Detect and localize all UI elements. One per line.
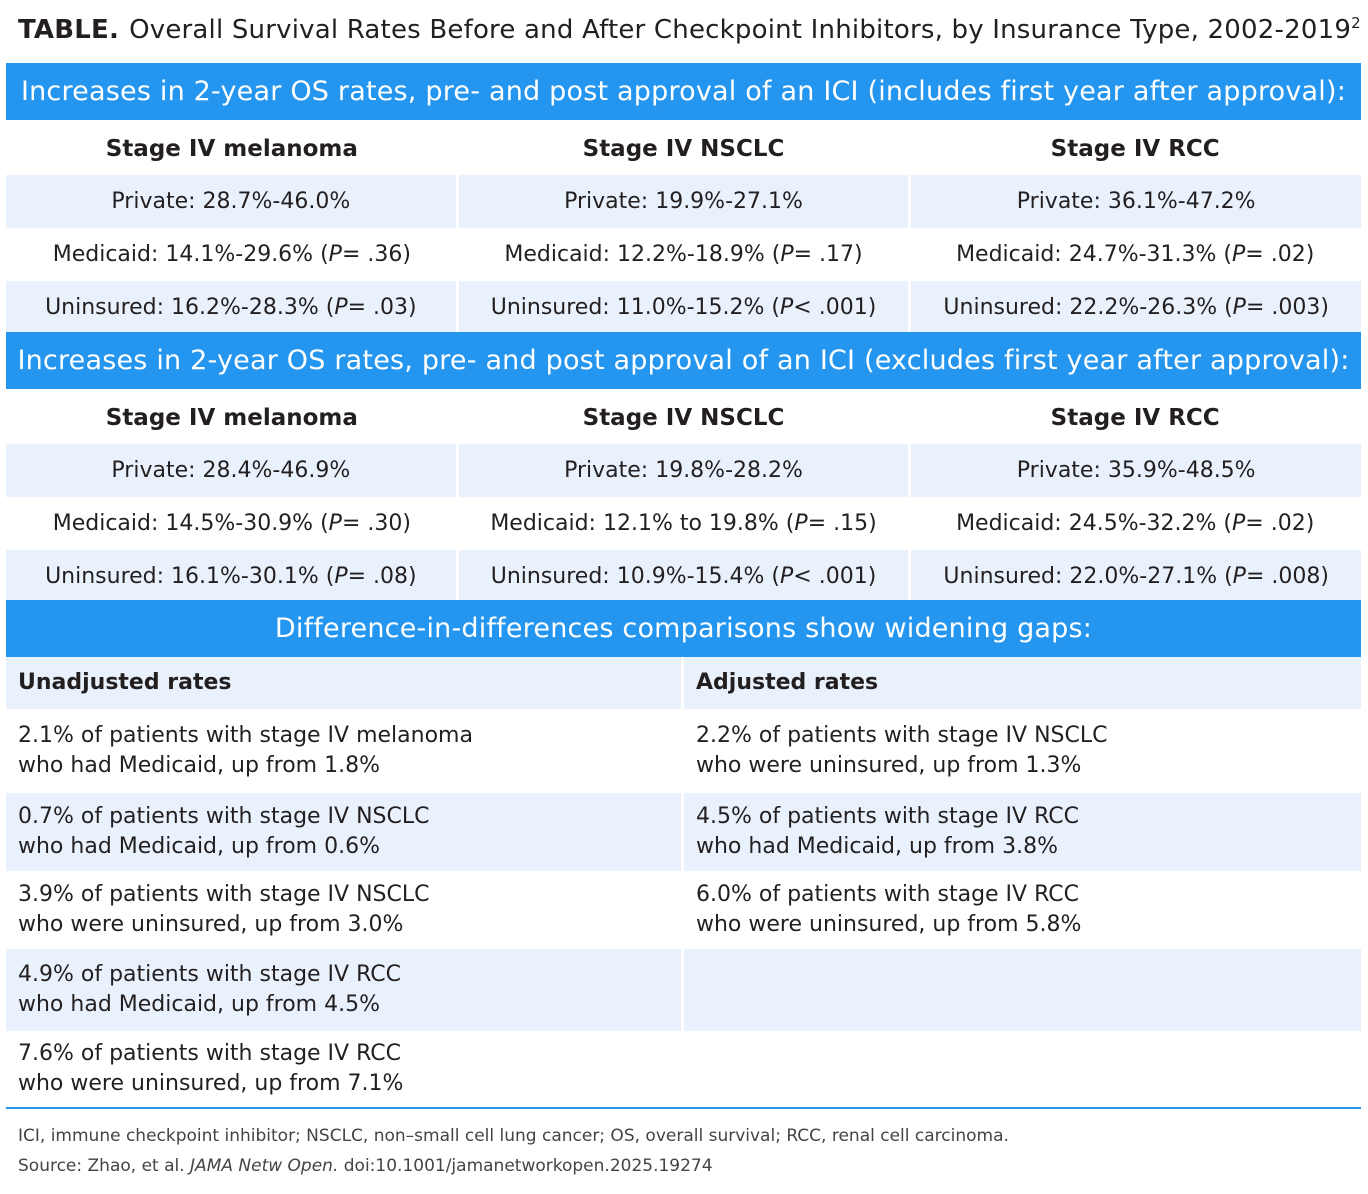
table-cell: Private: 28.4%-46.9% <box>6 444 456 497</box>
cell-line: 2.1% of patients with stage IV melanoma <box>18 723 473 748</box>
footnote-abbreviations: ICI, immune checkpoint inhibitor; NSCLC,… <box>18 1126 1009 1146</box>
table-cell: 4.5% of patients with stage IV RCC who ha… <box>681 793 1361 871</box>
table-cell: Private: 19.8%-28.2% <box>455 444 909 497</box>
cell-line: 6.0% of patients with stage IV RCC <box>696 882 1080 907</box>
cell-line: 3.9% of patients with stage IV NSCLC <box>18 882 430 907</box>
column-header-adjusted: Adjusted rates <box>681 657 1361 709</box>
source-prefix: Source: Zhao, et al. <box>18 1156 185 1176</box>
table-title: TABLE. Overall Survival Rates Before and … <box>18 14 1361 45</box>
cell-line: who had Medicaid, up from 3.8% <box>696 834 1058 859</box>
table-cell: 4.9% of patients with stage IV RCC who ha… <box>6 949 681 1031</box>
table-cell: Private: 28.7%-46.0% <box>6 175 456 228</box>
cell-line: who were uninsured, up from 7.1% <box>18 1071 404 1096</box>
table-cell: Medicaid: 14.5%-30.9% (P = .30) <box>52 511 411 536</box>
table-cell: Medicaid: 12.2%-18.9% (P = .17) <box>504 242 863 267</box>
table-cell: 3.9% of patients with stage IV NSCLC who … <box>6 871 681 949</box>
bottom-divider <box>6 1107 1361 1109</box>
table-cell: Uninsured: 22.2%-26.3% (P = .003) <box>908 281 1362 334</box>
cell-line: who had Medicaid, up from 4.5% <box>18 992 380 1017</box>
table-cell: Medicaid: 14.1%-29.6% (P = .36) <box>52 242 411 267</box>
table-label: TABLE. <box>18 15 120 45</box>
section1-column-headers: Stage IV melanoma Stage IV NSCLC Stage I… <box>6 122 1361 175</box>
table-cell: 2.1% of patients with stage IV melanoma w… <box>6 709 681 793</box>
table-row: Uninsured: 16.2%-28.3% (P = .03) Uninsur… <box>6 281 1362 334</box>
table-cell: Medicaid: 24.7%-31.3% (P = .02) <box>956 242 1315 267</box>
cell-line: who had Medicaid, up from 1.8% <box>18 753 380 778</box>
section2-column-headers: Stage IV melanoma Stage IV NSCLC Stage I… <box>6 391 1361 444</box>
table-cell: Private: 19.9%-27.1% <box>455 175 909 228</box>
table-cell-empty <box>681 1031 1361 1107</box>
column-header-nsclc: Stage IV NSCLC <box>582 404 785 431</box>
table-cell: 7.6% of patients with stage IV RCC who we… <box>6 1031 681 1107</box>
table-row: 3.9% of patients with stage IV NSCLC who … <box>6 871 1361 949</box>
table-title-text: Overall Survival Rates Before and After … <box>129 15 1352 45</box>
cell-line: who were uninsured, up from 5.8% <box>696 912 1082 937</box>
cell-line: who were uninsured, up from 1.3% <box>696 753 1082 778</box>
cell-line: 4.9% of patients with stage IV RCC <box>18 962 402 987</box>
column-header-melanoma: Stage IV melanoma <box>105 404 358 431</box>
section1-header: Increases in 2-year OS rates, pre- and p… <box>6 63 1361 120</box>
section3-header: Difference-in-differences comparisons sh… <box>6 600 1361 657</box>
table-cell: 6.0% of patients with stage IV RCC who we… <box>681 871 1361 949</box>
table-cell: Uninsured: 16.2%-28.3% (P = .03) <box>6 281 456 334</box>
cell-line: 2.2% of patients with stage IV NSCLC <box>696 723 1108 748</box>
table-cell: Private: 36.1%-47.2% <box>908 175 1362 228</box>
table-cell: 2.2% of patients with stage IV NSCLC who … <box>681 709 1361 793</box>
table-row: Uninsured: 16.1%-30.1% (P = .08) Uninsur… <box>6 550 1362 603</box>
cell-line: 7.6% of patients with stage IV RCC <box>18 1041 402 1066</box>
table-cell: Uninsured: 22.0%-27.1% (P = .008) <box>908 550 1362 603</box>
table-cell: 0.7% of patients with stage IV NSCLC who … <box>6 793 681 871</box>
table-cell: Uninsured: 10.9%-15.4% (P < .001) <box>455 550 909 603</box>
section3-column-headers: Unadjusted rates Adjusted rates <box>6 657 1361 709</box>
table-cell: Uninsured: 16.1%-30.1% (P = .08) <box>6 550 456 603</box>
table-row: 4.9% of patients with stage IV RCC who ha… <box>6 949 1361 1031</box>
table-row: Private: 28.7%-46.0% Private: 19.9%-27.1… <box>6 175 1362 228</box>
section2-header: Increases in 2-year OS rates, pre- and p… <box>6 332 1361 389</box>
table-cell: Private: 35.9%-48.5% <box>908 444 1362 497</box>
table-row: 7.6% of patients with stage IV RCC who we… <box>6 1031 1361 1107</box>
section1-table: Stage IV melanoma Stage IV NSCLC Stage I… <box>6 122 1362 334</box>
table-cell: Uninsured: 11.0%-15.2% (P < .001) <box>455 281 909 334</box>
cell-line: who had Medicaid, up from 0.6% <box>18 834 380 859</box>
table-cell-empty <box>681 949 1361 1031</box>
section3-table: Unadjusted rates Adjusted rates 2.1% of … <box>6 657 1361 1107</box>
source-journal: JAMA Netw Open. <box>190 1156 339 1176</box>
source-doi: doi:10.1001/jamanetworkopen.2025.19274 <box>343 1156 713 1176</box>
table-row: Medicaid: 14.5%-30.9% (P = .30) Medicaid… <box>6 497 1361 550</box>
reference-superscript: 2 <box>1351 14 1361 32</box>
table-row: 0.7% of patients with stage IV NSCLC who … <box>6 793 1361 871</box>
table-row: 2.1% of patients with stage IV melanoma w… <box>6 709 1361 793</box>
column-header-nsclc: Stage IV NSCLC <box>582 135 785 162</box>
column-header-rcc: Stage IV RCC <box>1050 135 1220 162</box>
column-header-unadjusted: Unadjusted rates <box>6 657 681 709</box>
table-cell: Medicaid: 24.5%-32.2% (P = .02) <box>956 511 1315 536</box>
section2-table: Stage IV melanoma Stage IV NSCLC Stage I… <box>6 391 1362 603</box>
table-row: Medicaid: 14.1%-29.6% (P = .36) Medicaid… <box>6 228 1361 281</box>
column-header-melanoma: Stage IV melanoma <box>105 135 358 162</box>
footnote-source: Source: Zhao, et al. JAMA Netw Open. doi… <box>18 1156 713 1176</box>
cell-line: 0.7% of patients with stage IV NSCLC <box>18 804 430 829</box>
table-row: Private: 28.4%-46.9% Private: 19.8%-28.2… <box>6 444 1362 497</box>
column-header-rcc: Stage IV RCC <box>1050 404 1220 431</box>
cell-line: who were uninsured, up from 3.0% <box>18 912 404 937</box>
table-cell: Medicaid: 12.1% to 19.8% (P = .15) <box>490 511 877 536</box>
cell-line: 4.5% of patients with stage IV RCC <box>696 804 1080 829</box>
